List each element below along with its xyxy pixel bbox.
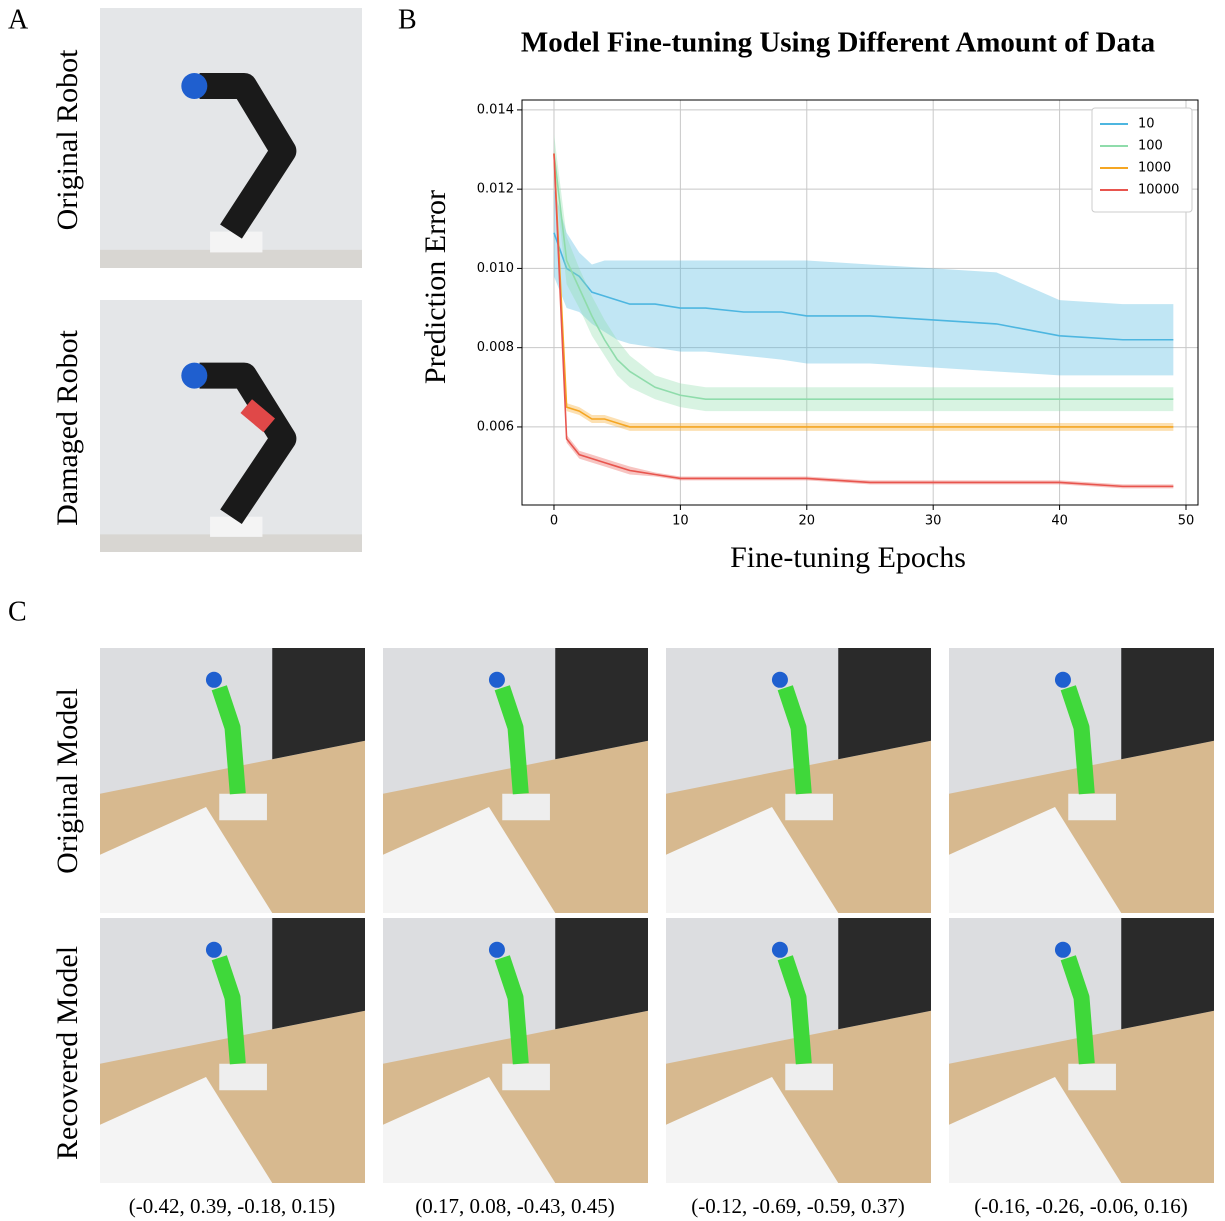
y-tick-label: 0.012 — [477, 182, 514, 197]
floor — [100, 250, 362, 268]
dark-wall — [1121, 648, 1214, 759]
row-label: Original Model — [51, 688, 84, 874]
figure: A B C Original Robot Damaged Robot Origi… — [0, 0, 1225, 1221]
ball — [206, 672, 222, 688]
legend-label: 1000 — [1138, 161, 1171, 176]
ball — [772, 672, 788, 688]
dark-wall — [555, 648, 648, 759]
panel-label: A — [8, 4, 29, 35]
photo — [100, 918, 365, 1183]
panel-label: C — [8, 596, 27, 627]
photo — [383, 918, 648, 1183]
photo — [949, 918, 1214, 1183]
dark-wall — [838, 648, 931, 759]
photo — [100, 8, 362, 268]
y-tick-label: 0.006 — [477, 419, 514, 434]
caption: (-0.42, 0.39, -0.18, 0.15) — [129, 1194, 335, 1218]
dark-wall — [555, 918, 648, 1029]
base — [502, 794, 550, 821]
row-label: Damaged Robot — [51, 329, 84, 525]
panel-label: B — [398, 4, 417, 35]
plot: 0.006 0.008 0.010 0.012 0.014 0 10 20 30 40 50 10 10… — [477, 100, 1198, 529]
base — [219, 1064, 267, 1091]
x-tick-label: 10 — [672, 514, 689, 529]
caption: (0.17, 0.08, -0.43, 0.45) — [415, 1194, 614, 1218]
dark-wall — [1121, 918, 1214, 1029]
chart-title: Model Fine-tuning Using Different Amount… — [521, 27, 1156, 59]
photo — [100, 648, 365, 913]
caption: (-0.12, -0.69, -0.59, 0.37) — [691, 1194, 904, 1218]
legend-label: 10000 — [1138, 183, 1179, 198]
photo — [949, 648, 1214, 913]
legend-label: 100 — [1138, 139, 1163, 154]
y-tick-label: 0.014 — [477, 102, 514, 117]
photo — [666, 918, 931, 1183]
row-label: Original Robot — [51, 49, 84, 230]
x-axis-label: Fine-tuning Epochs — [730, 541, 966, 574]
base — [785, 1064, 833, 1091]
dark-wall — [272, 648, 365, 759]
caption: (-0.16, -0.26, -0.06, 0.16) — [974, 1194, 1187, 1218]
floor — [100, 534, 362, 552]
ball — [206, 942, 222, 958]
x-tick-label: 0 — [550, 514, 558, 529]
base — [1068, 1064, 1116, 1091]
base — [1068, 794, 1116, 821]
y-tick-label: 0.008 — [477, 340, 514, 355]
dark-wall — [838, 918, 931, 1029]
ball — [181, 73, 207, 99]
y-tick-label: 0.010 — [477, 261, 514, 276]
ball — [489, 942, 505, 958]
x-tick-label: 40 — [1051, 514, 1068, 529]
ball — [181, 363, 207, 389]
base — [502, 1064, 550, 1091]
ball — [772, 942, 788, 958]
photo — [383, 648, 648, 913]
legend-label: 10 — [1138, 117, 1155, 132]
x-tick-label: 30 — [925, 514, 942, 529]
photo — [666, 648, 931, 913]
ball — [1055, 672, 1071, 688]
photos — [100, 8, 1214, 1183]
base — [219, 794, 267, 821]
y-axis-label: Prediction Error — [419, 190, 452, 384]
dark-wall — [272, 918, 365, 1029]
photo — [100, 300, 362, 552]
row-label: Recovered Model — [51, 946, 84, 1160]
ball — [489, 672, 505, 688]
base — [785, 794, 833, 821]
ball — [1055, 942, 1071, 958]
x-tick-label: 20 — [799, 514, 816, 529]
x-tick-label: 50 — [1178, 514, 1195, 529]
